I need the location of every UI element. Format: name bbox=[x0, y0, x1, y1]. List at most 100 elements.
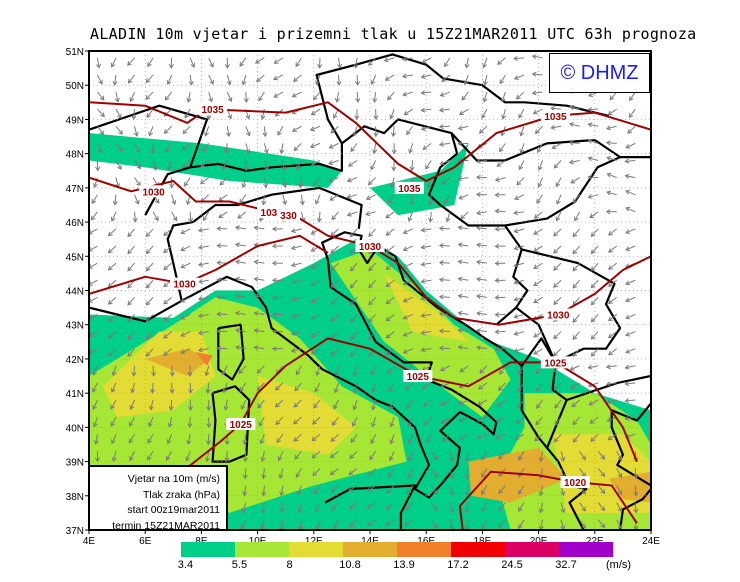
wind-arrow-shaft bbox=[208, 57, 214, 68]
wind-arrow-shaft bbox=[257, 365, 265, 374]
wind-arrow bbox=[200, 160, 210, 168]
wind-arrow-shaft bbox=[293, 74, 302, 82]
lon-tick-label: 22E bbox=[586, 536, 604, 547]
wind-arrow-head bbox=[420, 313, 426, 318]
wind-arrow bbox=[458, 416, 469, 423]
wind-arrow bbox=[590, 348, 599, 357]
wind-arrow-head bbox=[533, 214, 539, 219]
wind-arrow-shaft bbox=[198, 331, 209, 334]
wind-arrow-shaft bbox=[533, 331, 543, 338]
wind-arrow-shaft bbox=[372, 399, 377, 410]
wind-arrow-head bbox=[310, 230, 316, 235]
wind-arrow-shaft bbox=[616, 468, 622, 478]
wind-arrow bbox=[402, 313, 413, 320]
wind-arrow bbox=[629, 91, 636, 102]
wind-arrow-head bbox=[449, 491, 455, 497]
wind-arrow-shaft bbox=[386, 245, 395, 253]
wind-arrow-shaft bbox=[496, 416, 506, 423]
wind-arrow-head bbox=[273, 59, 279, 64]
wind-arrow-shaft bbox=[476, 295, 487, 298]
isobar-label-bg bbox=[540, 356, 571, 369]
wind-arrow-shaft bbox=[625, 190, 636, 196]
lat-tick-label: 46N bbox=[66, 218, 84, 229]
wind-arrow bbox=[164, 91, 173, 101]
wind-arrow bbox=[385, 296, 395, 305]
wind-arrow bbox=[633, 468, 639, 480]
wind-arrow-shaft bbox=[625, 207, 636, 213]
wind-arrow-head bbox=[205, 440, 211, 446]
wind-arrow bbox=[186, 91, 192, 103]
wind-arrow-shaft bbox=[608, 245, 618, 253]
wind-arrow-head bbox=[403, 110, 409, 116]
wind-arrow bbox=[221, 160, 228, 171]
wind-arrow-head bbox=[202, 216, 208, 222]
wind-arrow bbox=[97, 125, 104, 136]
wind-arrow-head bbox=[475, 192, 481, 198]
wind-arrow-shaft bbox=[129, 416, 135, 427]
wind-arrow bbox=[346, 177, 358, 183]
wind-arrow-shaft bbox=[422, 365, 432, 371]
wind-arrow-head bbox=[271, 311, 277, 318]
wind-arrow-head bbox=[402, 332, 408, 337]
wind-arrow-head bbox=[385, 282, 391, 288]
wind-arrow-shaft bbox=[373, 143, 377, 154]
wind-arrow-shaft bbox=[386, 262, 395, 270]
wind-arrow-shaft bbox=[97, 91, 105, 101]
wind-arrow-shaft bbox=[560, 451, 565, 462]
wind-arrow-shaft bbox=[572, 228, 581, 237]
wind-arrow bbox=[310, 108, 321, 116]
wind-arrow bbox=[115, 125, 123, 135]
isobar-label: 1035 bbox=[398, 184, 421, 195]
wind-arrow-head bbox=[501, 114, 507, 120]
wind-arrow-shaft bbox=[291, 262, 302, 267]
isobar-label: 1030 bbox=[261, 208, 284, 219]
wind-arrow-head bbox=[457, 176, 463, 182]
wind-arrow-head bbox=[464, 491, 470, 497]
wind-arrow-shaft bbox=[369, 451, 377, 460]
wind-arrow-head bbox=[402, 229, 408, 235]
wind-arrow-shaft bbox=[295, 468, 302, 478]
wind-arrow bbox=[146, 108, 154, 118]
wind-arrow-head bbox=[533, 247, 539, 252]
wind-arrow-shaft bbox=[147, 57, 154, 67]
wind-arrow bbox=[538, 485, 544, 497]
wind-arrow-head bbox=[553, 300, 558, 305]
wind-arrow-shaft bbox=[440, 365, 451, 371]
wind-arrow-shaft bbox=[298, 502, 302, 513]
wind-arrow-shaft bbox=[311, 331, 321, 338]
wind-arrow-shaft bbox=[312, 177, 321, 186]
wind-arrow bbox=[554, 399, 562, 409]
wind-arrow-shaft bbox=[466, 502, 469, 513]
wind-arrow-shaft bbox=[514, 262, 525, 267]
wind-arrow-head bbox=[555, 216, 561, 222]
wind-arrow-head bbox=[624, 158, 630, 164]
wind-arrow-shaft bbox=[570, 382, 580, 389]
wind-arrow bbox=[457, 125, 469, 131]
wind-arrow-head bbox=[237, 214, 243, 219]
wind-arrow bbox=[388, 194, 395, 204]
wind-arrow-shaft bbox=[421, 279, 432, 283]
wind-arrow bbox=[568, 159, 580, 165]
lat-tick-label: 49N bbox=[66, 115, 84, 126]
wind-arrow-shaft bbox=[597, 468, 605, 477]
wind-arrow-head bbox=[216, 243, 222, 249]
wind-arrow bbox=[134, 194, 140, 205]
wind-arrow-head bbox=[334, 371, 340, 377]
wind-arrow bbox=[291, 91, 302, 98]
wind-arrow-head bbox=[444, 62, 449, 68]
wind-arrow-shaft bbox=[388, 382, 395, 392]
wind-arrow bbox=[225, 126, 231, 138]
wind-arrow-head bbox=[197, 313, 203, 319]
wind-arrow-shaft bbox=[625, 245, 636, 251]
wind-arrow bbox=[590, 245, 599, 255]
wind-arrow bbox=[224, 451, 230, 463]
wind-arrow-head bbox=[133, 131, 139, 137]
wind-arrow-head bbox=[476, 311, 481, 317]
legend-start-label: start 00z19mar2011 bbox=[127, 504, 220, 516]
wind-arrow-shaft bbox=[146, 279, 154, 289]
wind-arrow-head bbox=[600, 454, 606, 460]
wind-arrow bbox=[430, 468, 438, 478]
wind-arrow bbox=[366, 485, 376, 493]
wind-arrow bbox=[271, 260, 283, 266]
wind-arrow-head bbox=[518, 455, 523, 461]
